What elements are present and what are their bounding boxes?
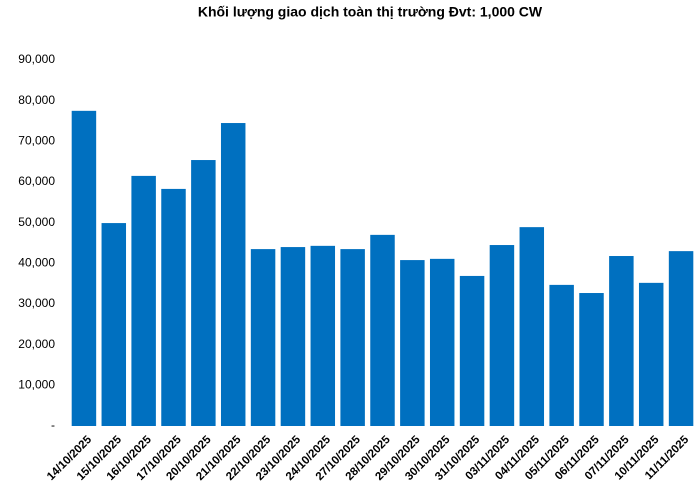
- bar: [519, 227, 545, 426]
- bar: [310, 245, 336, 426]
- bar: [220, 123, 246, 427]
- y-tick-label: 60,000: [18, 174, 55, 188]
- bar: [429, 258, 455, 426]
- bar: [131, 175, 156, 426]
- bar: [609, 256, 634, 426]
- y-tick-label: 40,000: [18, 256, 55, 270]
- bar: [191, 160, 216, 427]
- bar: [459, 275, 485, 426]
- bar: [340, 249, 365, 426]
- bar: [101, 223, 127, 426]
- y-tick-label: 90,000: [18, 52, 55, 66]
- bar: [668, 251, 694, 426]
- chart-title: Khối lượng giao dịch toàn thị trường Đvt…: [198, 4, 543, 20]
- bar: [579, 293, 604, 426]
- bar: [161, 188, 186, 426]
- bar: [489, 245, 515, 426]
- y-tick-label: 30,000: [18, 296, 55, 310]
- bar: [250, 249, 276, 426]
- y-tick-label: 50,000: [18, 215, 55, 229]
- y-tick-label: 20,000: [18, 337, 55, 351]
- y-tick-label: -: [51, 418, 55, 432]
- y-tick-label: 70,000: [18, 134, 55, 148]
- bar: [71, 110, 97, 426]
- bar: [400, 260, 425, 426]
- y-tick-label: 80,000: [18, 93, 55, 107]
- bar: [370, 234, 395, 426]
- bar: [549, 284, 574, 426]
- bar: [638, 282, 664, 426]
- y-tick-label: 10,000: [18, 378, 55, 392]
- bar: [280, 247, 306, 426]
